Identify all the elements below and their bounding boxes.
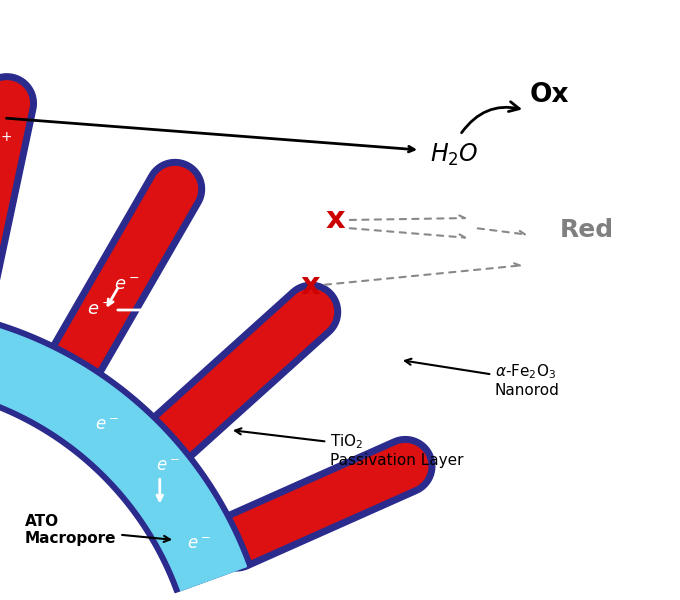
Text: x: x	[300, 271, 320, 299]
Polygon shape	[0, 310, 246, 590]
Polygon shape	[140, 283, 341, 469]
Polygon shape	[52, 167, 197, 385]
Polygon shape	[0, 74, 36, 348]
Text: TiO$_2$
Passivation Layer: TiO$_2$ Passivation Layer	[235, 428, 464, 468]
Text: $e^-$: $e^-$	[114, 276, 140, 294]
Polygon shape	[148, 289, 333, 461]
Polygon shape	[207, 437, 435, 571]
Text: $e^-$: $e^-$	[156, 457, 180, 475]
Text: $\alpha$-Fe$_2$O$_3$
Nanorod: $\alpha$-Fe$_2$O$_3$ Nanorod	[405, 359, 560, 398]
Text: ATO
Macropore: ATO Macropore	[25, 514, 170, 546]
Polygon shape	[0, 81, 29, 341]
Text: x: x	[325, 205, 345, 235]
Polygon shape	[214, 443, 428, 564]
Text: Red: Red	[560, 218, 614, 242]
Text: $e^-$: $e^-$	[87, 301, 113, 319]
Text: $H_2O$: $H_2O$	[430, 142, 479, 168]
Polygon shape	[46, 160, 205, 392]
Text: $e^-$: $e^-$	[95, 416, 118, 434]
FancyArrowPatch shape	[462, 102, 520, 133]
Text: Ox: Ox	[530, 82, 570, 108]
Polygon shape	[0, 304, 252, 593]
Text: $e^-$: $e^-$	[187, 535, 211, 553]
Text: $h^+$: $h^+$	[0, 132, 13, 153]
